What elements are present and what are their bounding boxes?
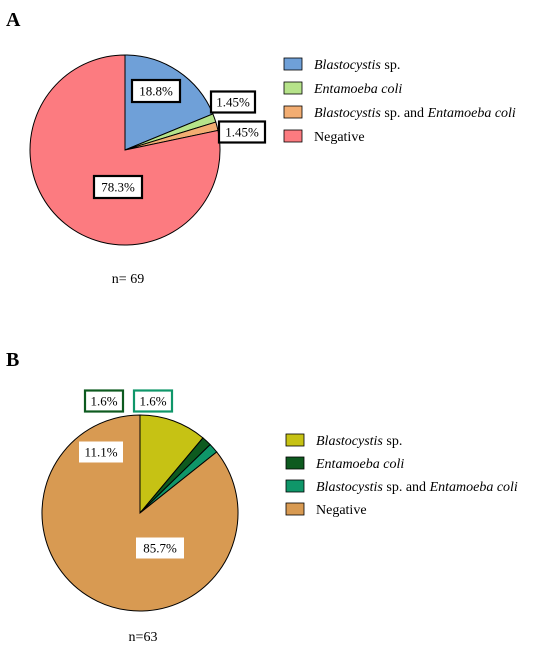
slice-value-label: 1.45% <box>217 120 267 144</box>
legend-item: Negative <box>285 502 367 518</box>
label-box <box>130 78 182 104</box>
legend-item: Blastocystis sp. and Entamoeba coli <box>283 105 516 121</box>
legend-label: Blastocystis sp. and Entamoeba coli <box>314 106 516 121</box>
legend-label: Blastocystis sp. and Entamoeba coli <box>316 480 518 495</box>
pie-slices <box>29 54 221 246</box>
legend-swatch <box>283 129 303 143</box>
slice-value-text: 1.45% <box>225 125 259 140</box>
legend-item: Blastocystis sp. <box>285 433 402 449</box>
legend-label: Entamoeba coli <box>313 82 402 97</box>
slice-value-text: 18.8% <box>139 84 173 99</box>
legend-label: Negative <box>314 130 365 145</box>
pie-slice <box>139 414 204 515</box>
slice-value-label: 11.1% <box>79 441 123 463</box>
slice-value-text: 1.45% <box>216 95 250 110</box>
panel-letter: A <box>6 9 21 31</box>
legend-label: Blastocystis sp. <box>316 434 402 449</box>
legend-item: Blastocystis sp. <box>283 57 400 73</box>
legend-swatch <box>285 456 305 470</box>
slice-value-text: 85.7% <box>143 541 177 556</box>
legend-swatch <box>285 433 305 447</box>
slice-value-text: 78.3% <box>101 180 135 195</box>
label-box <box>209 90 257 114</box>
sample-size-label: n= 69 <box>112 272 144 287</box>
slice-value-label: 85.7% <box>136 537 184 559</box>
slice-value-label: 1.6% <box>132 389 174 413</box>
pie-slice <box>29 54 221 246</box>
legend-swatch <box>285 502 305 516</box>
legend-item: Entamoeba coli <box>285 456 404 472</box>
label-box <box>136 537 184 559</box>
legend-swatch <box>283 81 303 95</box>
pie-slices <box>41 414 239 612</box>
slice-value-label: 1.6% <box>83 389 125 413</box>
slice-value-text: 1.6% <box>139 394 166 409</box>
slice-value-label: 1.45% <box>209 90 257 114</box>
legend-label: Entamoeba coli <box>315 457 404 472</box>
pie-chart-b: B 11.1% 1.6% 1.6% 85.7% n=63 Blastocystis sp. E… <box>6 349 518 645</box>
slice-value-text: 11.1% <box>84 445 117 460</box>
legend-label: Blastocystis sp. <box>314 58 400 73</box>
slice-value-text: 1.6% <box>90 394 117 409</box>
panel-letter: B <box>6 349 19 371</box>
pie-slice <box>41 414 239 612</box>
legend: Blastocystis sp. Entamoeba coli Blastocyst… <box>285 433 518 518</box>
sample-size-label: n=63 <box>129 630 158 645</box>
legend: Blastocystis sp. Entamoeba coli Blastocyst… <box>283 57 516 145</box>
legend-item: Blastocystis sp. and Entamoeba coli <box>285 479 518 495</box>
label-box <box>132 389 174 413</box>
slice-value-label: 18.8% <box>130 78 182 104</box>
slice-value-label: 78.3% <box>92 174 144 200</box>
legend-item: Entamoeba coli <box>283 81 402 97</box>
legend-label: Negative <box>316 503 367 518</box>
legend-swatch <box>285 479 305 493</box>
label-box <box>92 174 144 200</box>
legend-swatch <box>283 105 303 119</box>
label-box <box>217 120 267 144</box>
label-box <box>79 441 123 463</box>
label-box <box>83 389 125 413</box>
pie-chart-a: A 18.8% 1.45% 1.45% 78.3% n= 69 Blastocystis s… <box>6 9 516 287</box>
legend-swatch <box>283 57 303 71</box>
legend-item: Negative <box>283 129 365 145</box>
